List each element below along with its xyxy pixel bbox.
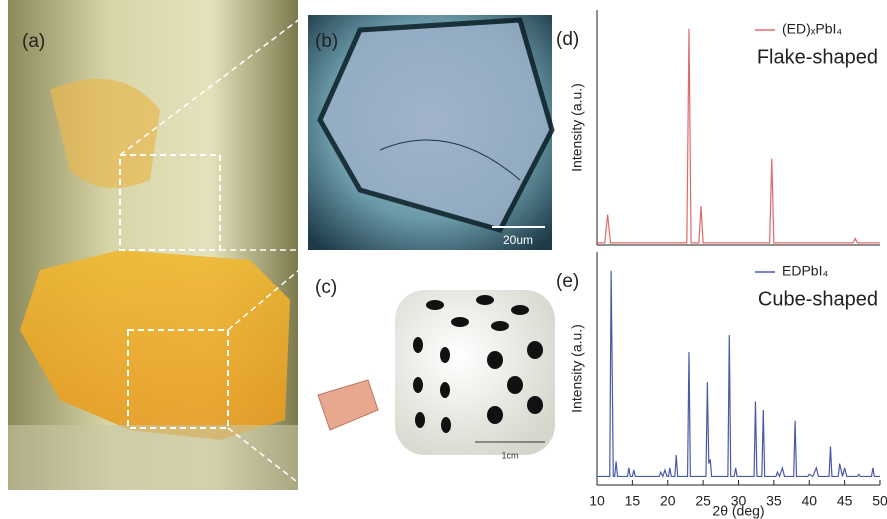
panel-label: (e) (556, 271, 579, 292)
scale-bar-label: 20um (503, 233, 533, 247)
photo-b: 20um (b) (308, 15, 555, 250)
y-axis-label: Intensity (a.u.) (569, 83, 585, 172)
legend-label: (ED)ₓPbI₄ (782, 21, 842, 37)
x-tick-label: 25 (695, 493, 711, 509)
annotation: Cube-shaped (758, 288, 878, 310)
x-axis-label: 2θ (deg) (712, 503, 764, 519)
xrd-line (597, 270, 880, 479)
xrd-line (597, 28, 880, 244)
legend-label: EDPbI₄ (782, 263, 828, 279)
panel-label: (a) (22, 31, 45, 52)
y-axis-label: Intensity (a.u.) (569, 324, 585, 413)
x-tick-label: 10 (589, 493, 605, 509)
panel-label: (b) (315, 31, 338, 52)
x-tick-label: 40 (801, 493, 817, 509)
x-tick-label: 30 (731, 493, 747, 509)
x-tick-label: 45 (837, 493, 853, 509)
panel-label: (d) (556, 29, 579, 50)
x-tick-label: 35 (766, 493, 782, 509)
x-tick-label: 50 (872, 493, 887, 509)
x-tick-label: 20 (660, 493, 676, 509)
annotation: Flake-shaped (757, 46, 878, 68)
x-tick-label: 15 (625, 493, 641, 509)
scale-bar-label: 1cm (501, 450, 518, 460)
panel-label: (c) (315, 277, 337, 298)
charts: (d) Intensity (a.u.) (ED)ₓPbI₄ Flake-shaped… (556, 10, 887, 519)
photo-c: 1cm (c) (308, 265, 558, 490)
photo-a: (a) (8, 0, 306, 490)
